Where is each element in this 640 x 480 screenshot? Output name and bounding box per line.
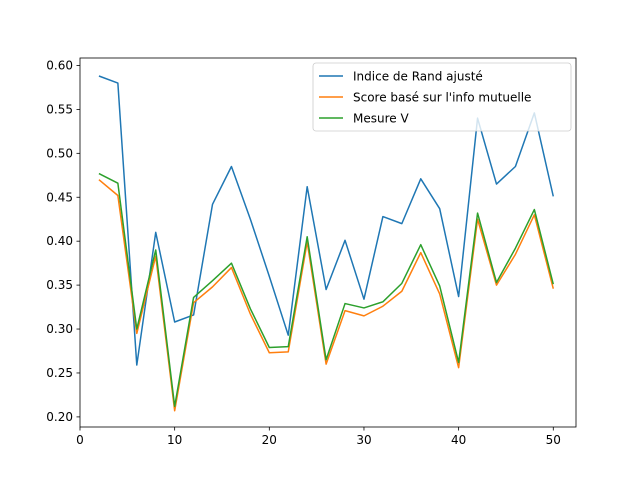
x-tick-label: 40 xyxy=(451,433,466,447)
legend-box xyxy=(312,62,572,132)
y-tick-label: 0.55 xyxy=(46,102,73,116)
y-tick-label: 0.25 xyxy=(46,366,73,380)
y-tick-label: 0.60 xyxy=(46,58,73,72)
x-tick-label: 20 xyxy=(262,433,277,447)
plot-area xyxy=(79,57,577,428)
legend: Indice de Rand ajusté Score basé sur l'in… xyxy=(312,62,572,132)
y-tick-label: 0.50 xyxy=(46,146,73,160)
y-tick-label: 0.35 xyxy=(46,278,73,292)
y-axis: 0.20 0.25 0.30 0.35 0.40 0.45 0.50 0.55 0.60 xyxy=(46,58,80,424)
legend-label-2: Score basé sur l'info mutuelle xyxy=(353,91,531,105)
y-tick-label: 0.30 xyxy=(46,322,73,336)
legend-label-1: Indice de Rand ajusté xyxy=(353,70,483,84)
x-tick-label: 50 xyxy=(546,433,561,447)
x-tick-label: 10 xyxy=(167,433,182,447)
y-tick-label: 0.45 xyxy=(46,190,73,204)
x-tick-label: 30 xyxy=(356,433,371,447)
x-tick-label: 0 xyxy=(76,433,84,447)
legend-label-3: Mesure V xyxy=(353,112,409,126)
y-tick-label: 0.40 xyxy=(46,234,73,248)
y-tick-label: 0.20 xyxy=(46,410,73,424)
x-axis: 0 10 20 30 40 50 xyxy=(76,427,561,447)
axes-frame xyxy=(79,57,577,428)
